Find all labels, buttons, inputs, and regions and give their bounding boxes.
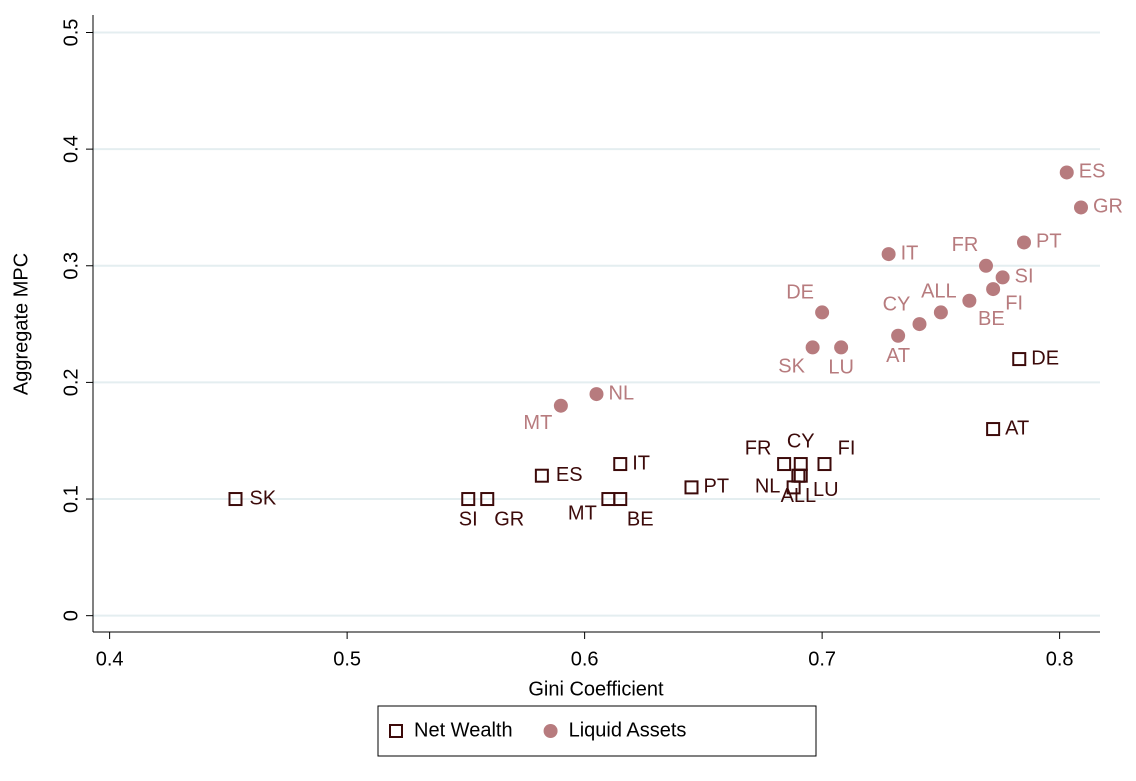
legend-label: Liquid Assets	[569, 719, 687, 741]
point-label: FR	[745, 437, 772, 459]
point-label: SI	[1015, 266, 1034, 288]
point-label: NL	[609, 382, 635, 404]
point	[1059, 165, 1074, 180]
point	[1074, 200, 1088, 215]
y-tick-label: 0	[60, 610, 82, 621]
point-label: LU	[813, 479, 839, 501]
point	[1017, 235, 1031, 250]
point	[389, 724, 403, 738]
point	[986, 282, 1001, 297]
point	[995, 270, 1010, 285]
point	[912, 317, 927, 332]
point-label: AT	[1005, 417, 1029, 439]
point-label: ALL	[781, 485, 817, 507]
point	[891, 328, 906, 343]
point-label: GR	[494, 508, 524, 530]
point	[805, 340, 820, 355]
point-label: AT	[886, 345, 910, 367]
point-label: SK	[250, 487, 277, 509]
point	[461, 492, 476, 507]
point-label: BE	[627, 508, 654, 530]
point-label: GR	[1093, 196, 1123, 218]
x-tick-label: 0.7	[808, 648, 836, 670]
point-label: SK	[778, 356, 805, 378]
point-label: CY	[883, 293, 911, 315]
point	[793, 468, 808, 483]
point-label: DE	[786, 282, 814, 304]
point-label: CY	[787, 430, 815, 452]
point	[793, 457, 808, 472]
point-label: LU	[828, 357, 854, 379]
point	[480, 492, 495, 507]
point	[933, 305, 948, 320]
y-tick-label: 0.4	[60, 135, 82, 163]
point	[613, 492, 628, 507]
point	[613, 457, 628, 472]
point	[817, 457, 832, 472]
point-label: PT	[704, 476, 730, 498]
point-label: ALL	[921, 281, 957, 303]
point-label: ES	[556, 464, 583, 486]
legend-label: Net Wealth	[414, 719, 513, 741]
point-label: ES	[1079, 161, 1106, 183]
point-label: MT	[568, 502, 597, 524]
point	[534, 468, 549, 483]
x-axis-label: Gini Coefficient	[528, 678, 664, 700]
point	[979, 258, 993, 273]
point-label: BE	[978, 308, 1005, 330]
point-label: IT	[901, 242, 919, 264]
legend-box	[377, 705, 817, 757]
point	[777, 457, 792, 472]
point	[962, 293, 977, 308]
point-label: FR	[952, 234, 979, 256]
point	[228, 492, 243, 507]
y-tick-label: 0.1	[60, 485, 82, 513]
point-label: FI	[1005, 292, 1023, 314]
point-label: MT	[523, 412, 552, 434]
y-tick-label: 0.3	[60, 252, 82, 280]
point-label: IT	[632, 452, 650, 474]
point	[1012, 352, 1027, 367]
point	[684, 480, 699, 495]
x-tick-label: 0.8	[1046, 648, 1074, 670]
point	[834, 340, 849, 355]
point-label: FI	[838, 437, 856, 459]
point	[553, 398, 568, 413]
y-tick-label: 0.5	[60, 19, 82, 47]
point-label: NL	[755, 476, 781, 498]
point-label: PT	[1036, 231, 1062, 253]
point-label: DE	[1031, 347, 1059, 369]
y-tick-label: 0.2	[60, 368, 82, 396]
x-tick-label: 0.6	[571, 648, 599, 670]
point	[543, 724, 558, 738]
x-tick-label: 0.4	[96, 648, 124, 670]
x-tick-label: 0.5	[333, 648, 361, 670]
y-axis-label: Aggregate MPC	[10, 253, 32, 395]
point	[986, 422, 1001, 437]
point-label: SI	[459, 508, 478, 530]
point	[815, 305, 830, 320]
point	[589, 387, 604, 402]
point	[881, 247, 896, 262]
